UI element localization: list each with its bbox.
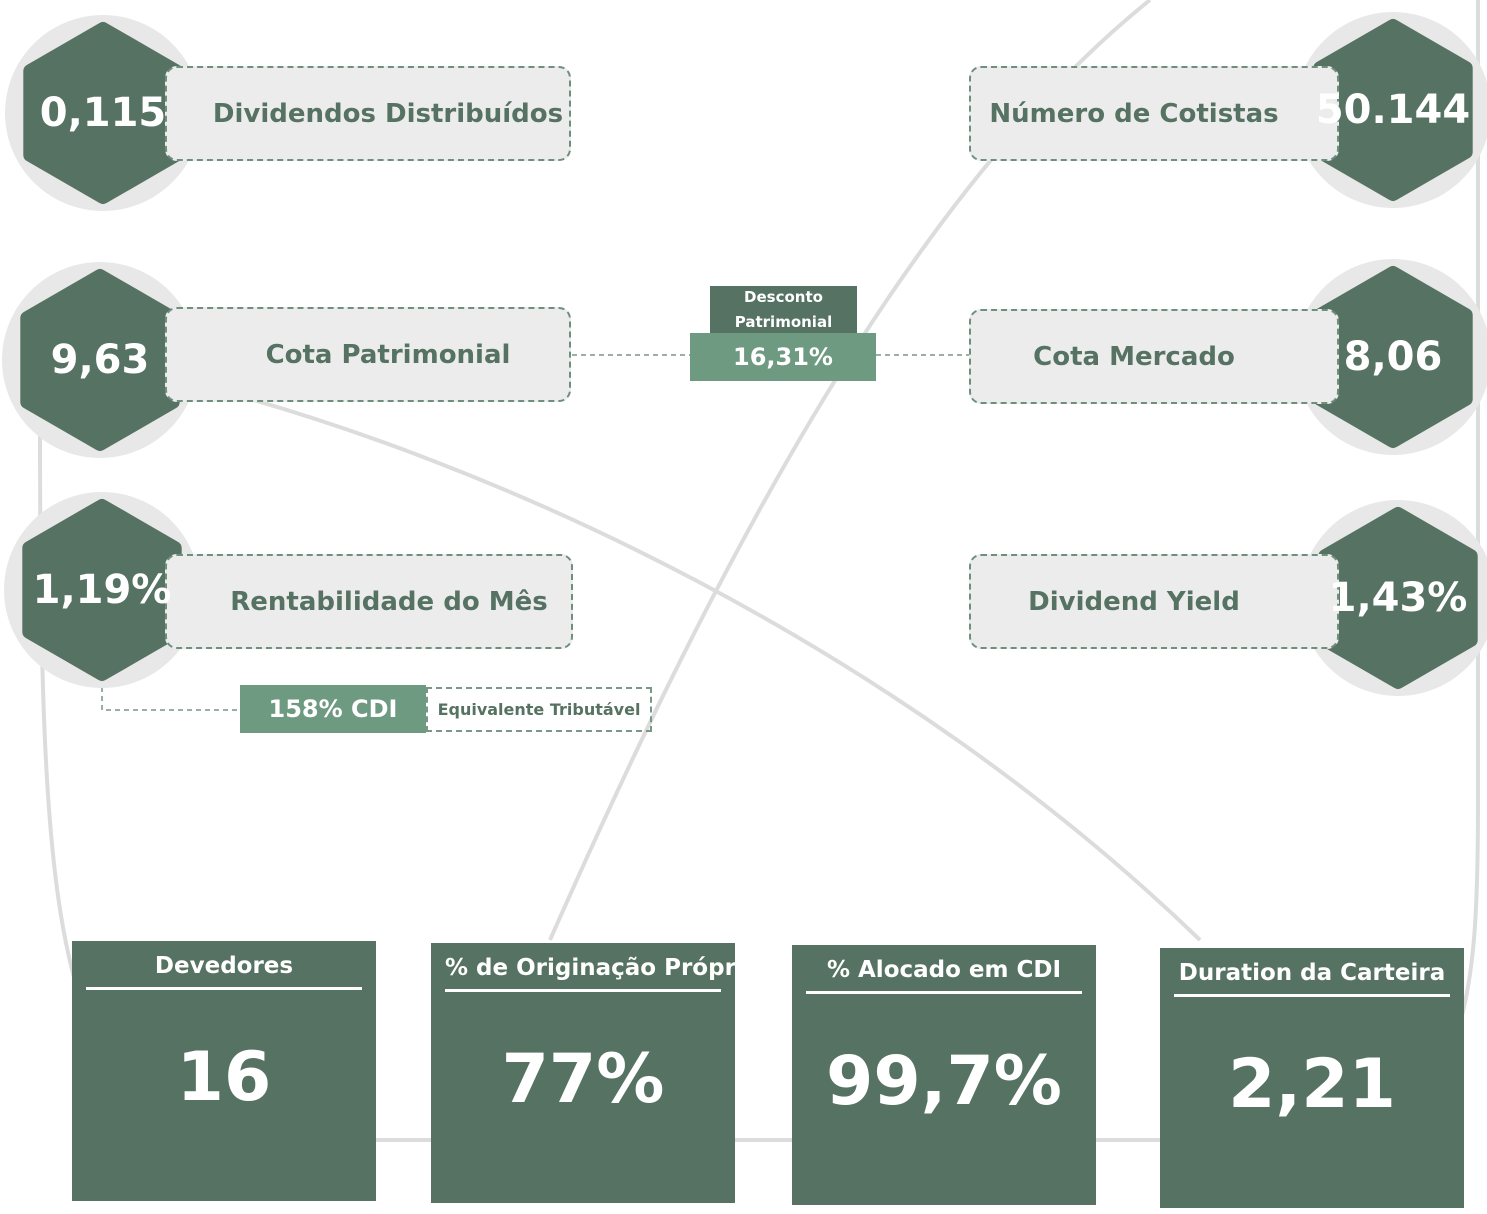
metric-value: 1,43% (1328, 575, 1468, 621)
cdi-value: 158% CDI (240, 685, 426, 733)
discount-label: Desconto Patrimonial (710, 286, 857, 333)
stat-card: % Alocado em CDI 99,7% (792, 945, 1096, 1205)
connectors (101, 354, 970, 711)
metric-value: 8,06 (1343, 334, 1443, 380)
metric-label: Cota Mercado (969, 309, 1339, 404)
card-title: % de Originação Própria (445, 955, 759, 992)
metric-label: Cota Patrimonial (165, 307, 571, 402)
stat-card: Duration da Carteira 2,21 (1160, 948, 1464, 1208)
metric-value: 1,19% (32, 567, 172, 613)
metric-value: 50.144 (1315, 87, 1471, 133)
hexagon (22, 499, 182, 681)
card-value: 99,7% (826, 1042, 1062, 1121)
stat-card: Devedores 16 (72, 941, 376, 1201)
metric-label: Dividend Yield (969, 554, 1339, 649)
metric-value: 9,63 (50, 337, 150, 383)
card-title: Devedores (86, 953, 362, 990)
discount-value: 16,31% (690, 333, 876, 381)
stat-card: % de Originação Própria 77% (431, 943, 759, 1203)
card-title: % Alocado em CDI (806, 957, 1082, 994)
diagonal-curve (179, 378, 1202, 942)
card-value: 77% (501, 1040, 665, 1119)
connector (101, 678, 240, 711)
card-value: 2,21 (1228, 1045, 1396, 1124)
card-title: Duration da Carteira (1174, 960, 1450, 997)
cdi-label: Equivalente Tributável (426, 687, 652, 732)
metric-value: 0,115 (39, 90, 167, 136)
metric-label: Dividendos Distribuídos (165, 66, 571, 161)
card-value: 16 (176, 1038, 272, 1117)
metric-label: Número de Cotistas (969, 66, 1339, 161)
metric-label: Rentabilidade do Mês (165, 554, 573, 649)
